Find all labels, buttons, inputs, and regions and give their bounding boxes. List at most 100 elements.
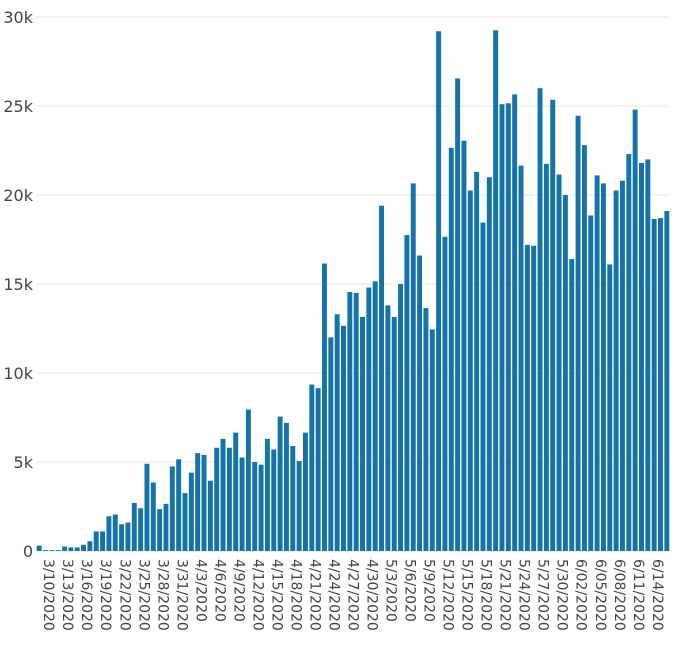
- bar[interactable]: [455, 78, 461, 551]
- bar[interactable]: [239, 457, 245, 551]
- bar[interactable]: [55, 550, 61, 551]
- bar[interactable]: [664, 211, 670, 551]
- bar[interactable]: [461, 140, 467, 551]
- bar[interactable]: [201, 454, 207, 551]
- bar[interactable]: [258, 464, 264, 551]
- bar[interactable]: [474, 171, 480, 552]
- bar[interactable]: [550, 99, 556, 552]
- bar[interactable]: [144, 463, 150, 551]
- bar[interactable]: [328, 337, 334, 551]
- bar[interactable]: [518, 165, 524, 551]
- bar[interactable]: [543, 163, 549, 551]
- bar[interactable]: [512, 94, 518, 552]
- bar[interactable]: [302, 432, 308, 551]
- bar[interactable]: [499, 104, 505, 551]
- bar[interactable]: [150, 482, 156, 551]
- bar[interactable]: [49, 550, 55, 551]
- bar[interactable]: [353, 292, 359, 551]
- bar[interactable]: [607, 264, 613, 551]
- bar[interactable]: [43, 550, 48, 551]
- bar[interactable]: [176, 459, 182, 551]
- bar[interactable]: [290, 445, 296, 551]
- bar[interactable]: [347, 292, 353, 551]
- bar[interactable]: [588, 215, 594, 551]
- bar[interactable]: [575, 115, 581, 551]
- bar[interactable]: [119, 524, 125, 551]
- bar[interactable]: [296, 461, 302, 551]
- bar[interactable]: [524, 244, 530, 551]
- bar[interactable]: [594, 175, 600, 552]
- bar[interactable]: [436, 31, 442, 552]
- bar[interactable]: [626, 154, 632, 551]
- bar[interactable]: [385, 305, 391, 551]
- bar[interactable]: [182, 493, 188, 551]
- bar[interactable]: [68, 547, 74, 551]
- bar[interactable]: [531, 245, 537, 552]
- bar[interactable]: [226, 447, 232, 551]
- bar[interactable]: [442, 236, 448, 551]
- bar[interactable]: [360, 316, 365, 551]
- bar[interactable]: [233, 432, 239, 551]
- bar[interactable]: [639, 162, 644, 551]
- bar[interactable]: [322, 263, 327, 551]
- bar[interactable]: [315, 388, 321, 551]
- bar[interactable]: [214, 447, 220, 551]
- bar[interactable]: [429, 329, 435, 551]
- bar[interactable]: [157, 509, 163, 551]
- bar[interactable]: [645, 159, 651, 551]
- bar[interactable]: [467, 190, 473, 552]
- bar[interactable]: [131, 502, 137, 551]
- bar[interactable]: [81, 544, 87, 551]
- bar[interactable]: [334, 314, 340, 551]
- bar[interactable]: [87, 541, 93, 551]
- bar[interactable]: [366, 287, 372, 551]
- bar[interactable]: [264, 438, 270, 551]
- bar[interactable]: [62, 546, 68, 551]
- bar[interactable]: [480, 222, 486, 551]
- bar[interactable]: [163, 503, 169, 551]
- bar[interactable]: [600, 183, 606, 551]
- bar[interactable]: [93, 531, 99, 551]
- bar[interactable]: [581, 145, 587, 551]
- bar[interactable]: [404, 235, 410, 552]
- bar[interactable]: [188, 472, 194, 551]
- bar[interactable]: [379, 205, 385, 551]
- bar[interactable]: [138, 508, 144, 551]
- bar[interactable]: [283, 422, 289, 551]
- bar[interactable]: [505, 103, 511, 551]
- bar[interactable]: [220, 438, 226, 551]
- bar[interactable]: [569, 259, 575, 551]
- bar[interactable]: [36, 545, 42, 551]
- bar[interactable]: [252, 462, 258, 551]
- bar[interactable]: [556, 174, 562, 551]
- bar[interactable]: [423, 308, 429, 551]
- bar[interactable]: [613, 190, 619, 552]
- bar[interactable]: [74, 547, 80, 551]
- bar[interactable]: [106, 516, 112, 551]
- bar[interactable]: [448, 147, 454, 551]
- bar[interactable]: [619, 180, 625, 551]
- bar[interactable]: [651, 219, 657, 551]
- bar[interactable]: [417, 255, 423, 551]
- bar[interactable]: [169, 466, 175, 551]
- bar[interactable]: [341, 325, 346, 551]
- bar[interactable]: [410, 183, 416, 551]
- bar[interactable]: [537, 88, 543, 551]
- bar[interactable]: [195, 453, 201, 551]
- bar[interactable]: [309, 384, 315, 551]
- bar[interactable]: [277, 416, 283, 551]
- bar[interactable]: [100, 531, 106, 551]
- bar[interactable]: [632, 109, 638, 551]
- bar[interactable]: [112, 514, 118, 551]
- bar[interactable]: [398, 284, 404, 551]
- bar[interactable]: [271, 449, 277, 551]
- bar[interactable]: [125, 522, 131, 551]
- bar[interactable]: [562, 195, 568, 551]
- bar[interactable]: [391, 316, 397, 551]
- bar[interactable]: [486, 177, 492, 551]
- bar[interactable]: [245, 409, 251, 551]
- bar[interactable]: [493, 30, 499, 552]
- bar[interactable]: [658, 218, 663, 551]
- bar[interactable]: [207, 480, 213, 551]
- bar[interactable]: [372, 281, 378, 551]
